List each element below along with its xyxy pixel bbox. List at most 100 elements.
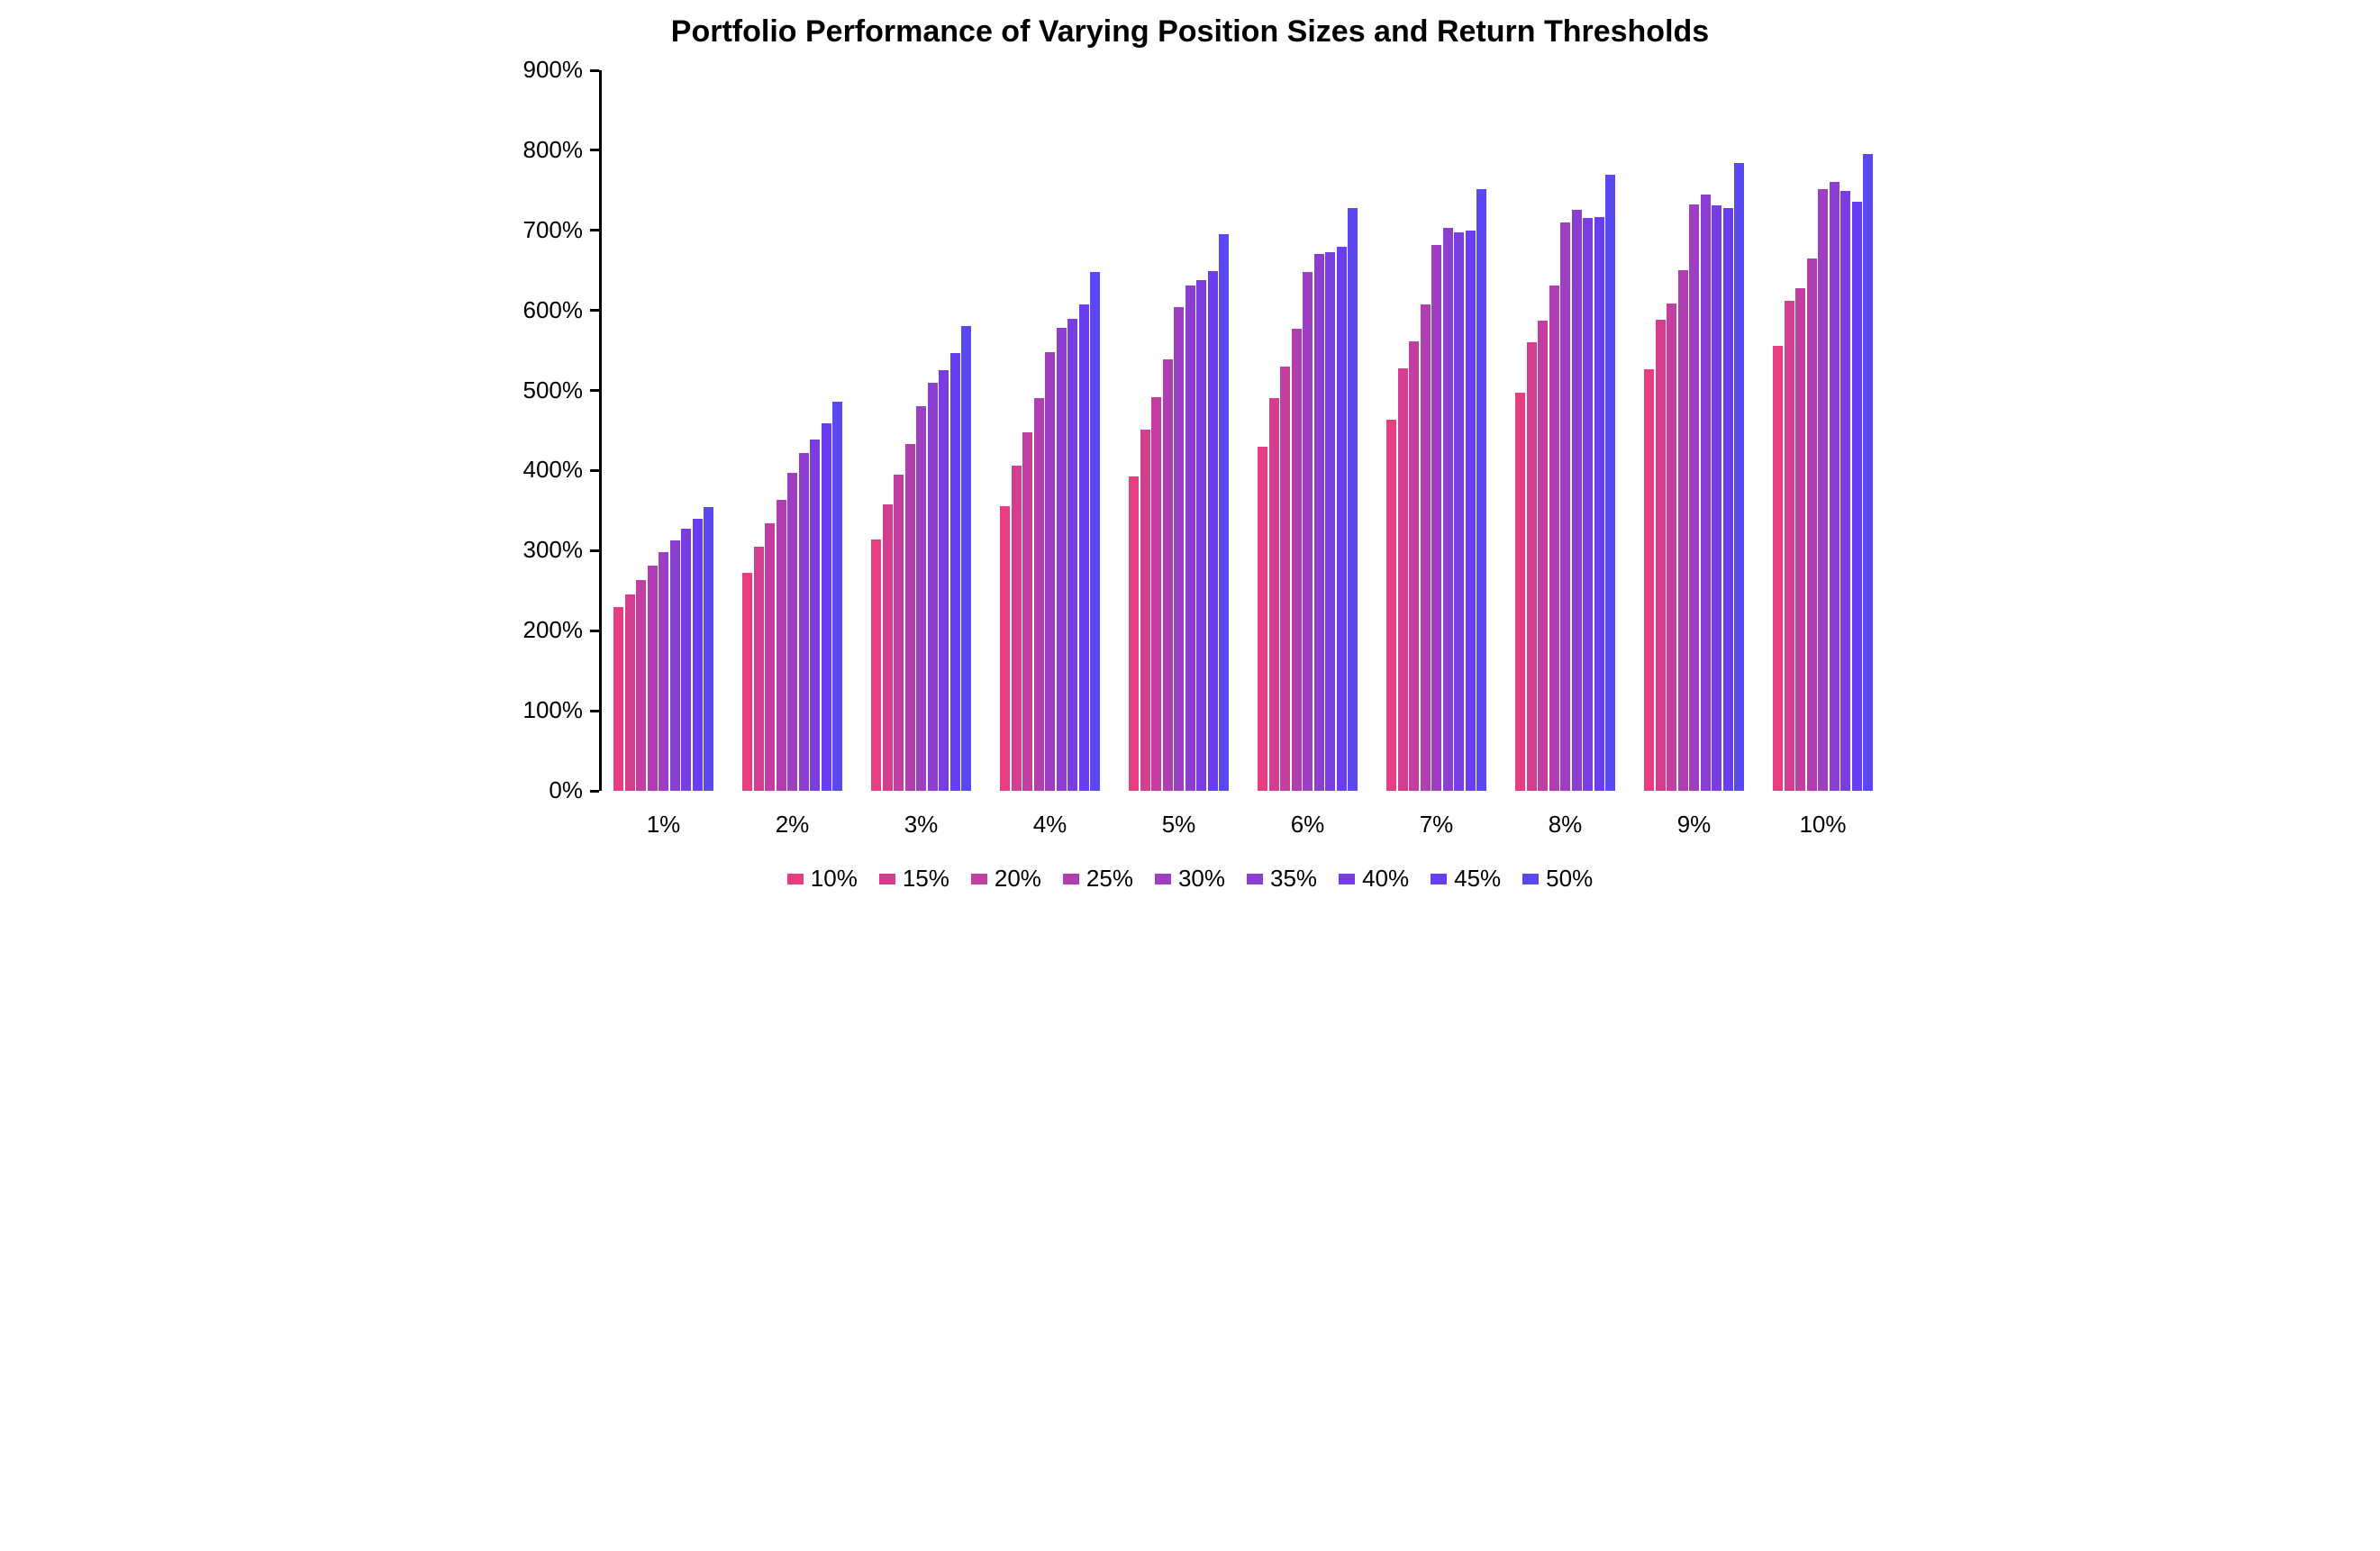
bar bbox=[754, 547, 764, 791]
y-axis-tick-label: 600% bbox=[484, 296, 583, 324]
bar bbox=[1572, 210, 1582, 791]
y-axis-tick-label: 100% bbox=[484, 696, 583, 724]
bar bbox=[1852, 202, 1862, 791]
y-axis-tick bbox=[590, 549, 599, 552]
bar bbox=[1454, 232, 1464, 791]
legend-item: 25% bbox=[1063, 865, 1133, 893]
bar bbox=[883, 504, 893, 791]
bar bbox=[1583, 218, 1593, 791]
bar bbox=[1840, 191, 1850, 791]
bar bbox=[916, 406, 926, 791]
bar bbox=[1208, 271, 1218, 791]
legend-label: 45% bbox=[1454, 865, 1501, 893]
bar bbox=[1185, 286, 1195, 791]
bar bbox=[1515, 393, 1525, 791]
x-axis-tick-label: 2% bbox=[757, 811, 829, 839]
legend-swatch bbox=[787, 874, 804, 884]
bar bbox=[939, 370, 949, 791]
bar bbox=[1034, 398, 1044, 791]
x-axis-tick-label: 6% bbox=[1272, 811, 1344, 839]
bar bbox=[1594, 217, 1604, 791]
chart-legend: 10% 15% 20% 25% 30% 35% 40% 45% 50% bbox=[478, 865, 1902, 893]
bar bbox=[1292, 329, 1302, 791]
bar bbox=[777, 500, 786, 791]
bar bbox=[681, 529, 691, 791]
bar bbox=[1303, 272, 1313, 791]
legend-label: 40% bbox=[1362, 865, 1409, 893]
y-axis-tick bbox=[590, 389, 599, 392]
bar bbox=[1785, 301, 1794, 791]
bar bbox=[961, 326, 971, 791]
chart-title: Portfolio Performance of Varying Positio… bbox=[478, 14, 1902, 50]
legend-label: 30% bbox=[1178, 865, 1225, 893]
y-axis-tick-label: 800% bbox=[484, 136, 583, 164]
x-axis-tick-label: 4% bbox=[1014, 811, 1086, 839]
legend-label: 10% bbox=[811, 865, 858, 893]
legend-item: 35% bbox=[1247, 865, 1317, 893]
bar bbox=[787, 473, 797, 791]
bar bbox=[1067, 319, 1077, 791]
bar bbox=[894, 475, 904, 791]
bar bbox=[950, 353, 960, 791]
x-axis-tick-label: 10% bbox=[1787, 811, 1859, 839]
x-axis-tick-label: 9% bbox=[1658, 811, 1730, 839]
y-axis-line bbox=[599, 70, 602, 791]
bar bbox=[1476, 189, 1486, 791]
bar bbox=[1560, 222, 1570, 791]
bar bbox=[670, 540, 680, 791]
bar bbox=[1549, 286, 1559, 791]
bar bbox=[742, 573, 752, 791]
legend-label: 25% bbox=[1086, 865, 1133, 893]
y-axis-tick-label: 700% bbox=[484, 216, 583, 244]
bar bbox=[1386, 420, 1396, 791]
y-axis-tick bbox=[590, 229, 599, 231]
bar bbox=[1818, 189, 1828, 791]
bar bbox=[1723, 208, 1733, 791]
legend-swatch bbox=[1155, 874, 1171, 884]
bar bbox=[1667, 304, 1676, 791]
bar bbox=[1022, 432, 1032, 791]
y-axis-tick bbox=[590, 630, 599, 632]
bar bbox=[1129, 476, 1139, 791]
bar bbox=[1689, 204, 1699, 791]
bar bbox=[1057, 328, 1067, 791]
bar bbox=[1045, 352, 1055, 791]
portfolio-performance-chart: Portfolio Performance of Varying Positio… bbox=[478, 0, 1902, 928]
bar bbox=[928, 383, 938, 791]
bar bbox=[905, 444, 915, 791]
legend-label: 15% bbox=[903, 865, 949, 893]
bar bbox=[1773, 346, 1783, 791]
bar bbox=[1012, 466, 1022, 791]
bar bbox=[693, 519, 703, 791]
y-axis-tick bbox=[590, 710, 599, 712]
bar bbox=[1174, 307, 1184, 791]
bar bbox=[625, 594, 635, 791]
bar bbox=[1656, 320, 1666, 791]
legend-label: 35% bbox=[1270, 865, 1317, 893]
chart-plot-area bbox=[599, 70, 1887, 791]
x-axis-tick-label: 1% bbox=[628, 811, 700, 839]
bar bbox=[1644, 369, 1654, 791]
bar bbox=[1079, 304, 1089, 791]
legend-item: 50% bbox=[1522, 865, 1593, 893]
bar bbox=[1421, 304, 1431, 791]
bar bbox=[613, 607, 623, 791]
bar bbox=[1409, 341, 1419, 791]
bar bbox=[1337, 247, 1347, 791]
bar bbox=[1678, 270, 1688, 791]
legend-label: 50% bbox=[1546, 865, 1593, 893]
legend-swatch bbox=[1247, 874, 1263, 884]
bar bbox=[1527, 342, 1537, 791]
legend-item: 40% bbox=[1339, 865, 1409, 893]
y-axis-tick-label: 0% bbox=[484, 776, 583, 804]
legend-item: 30% bbox=[1155, 865, 1225, 893]
bar bbox=[636, 580, 646, 791]
bar bbox=[799, 453, 809, 791]
y-axis-tick-label: 500% bbox=[484, 376, 583, 404]
legend-swatch bbox=[971, 874, 987, 884]
y-axis-tick bbox=[590, 790, 599, 793]
bar bbox=[1431, 245, 1441, 791]
legend-label: 20% bbox=[995, 865, 1041, 893]
x-axis-tick-label: 8% bbox=[1530, 811, 1602, 839]
bar bbox=[810, 440, 820, 791]
